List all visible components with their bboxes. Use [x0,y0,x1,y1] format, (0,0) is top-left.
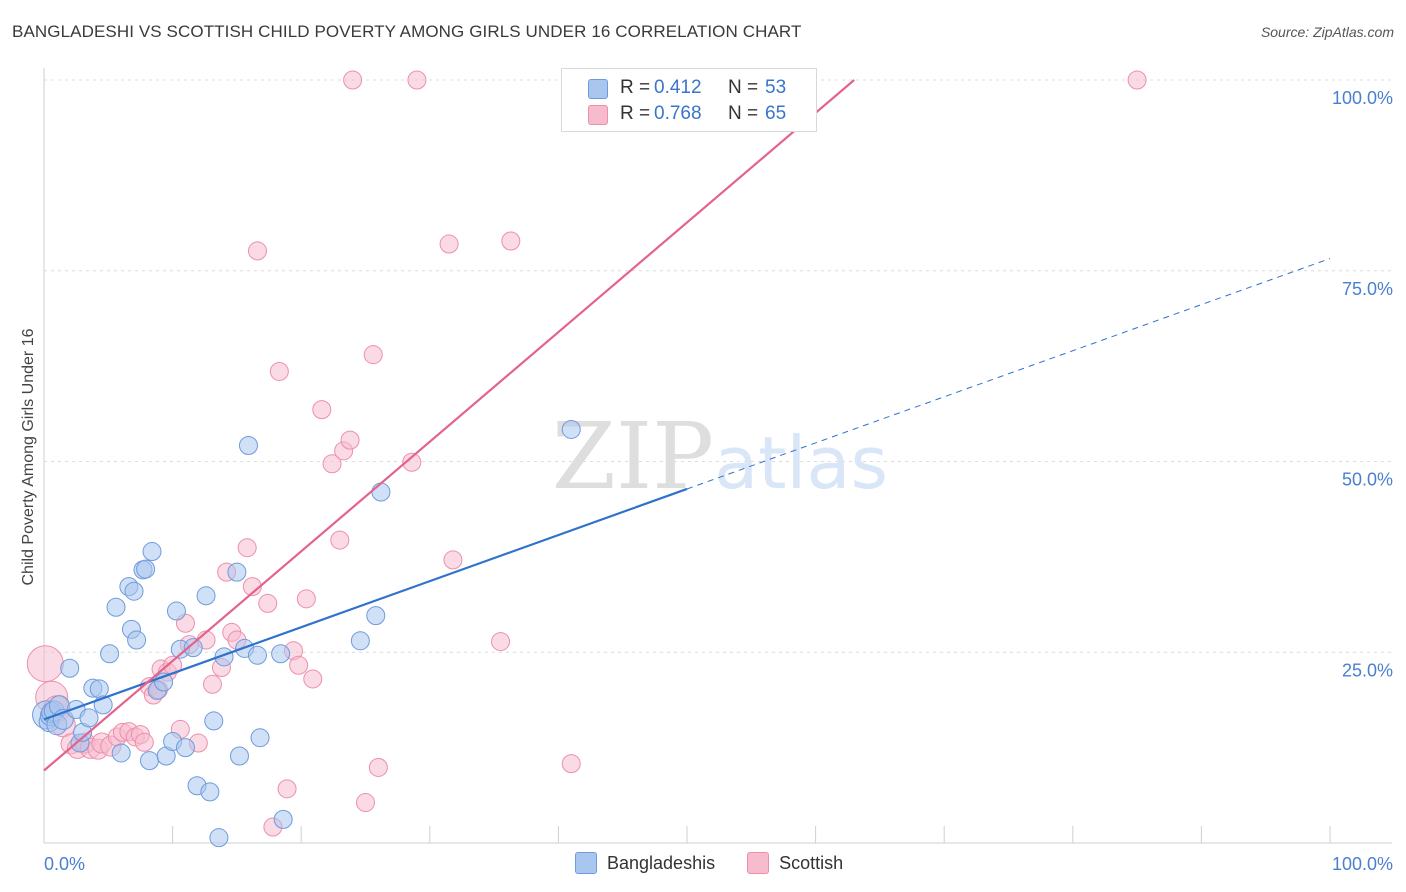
scottish-point [330,530,350,550]
bangladeshi-trend-extension [686,258,1331,490]
scottish-trend-line [43,79,855,772]
bangladeshi-point [124,581,144,601]
bangladeshi-point [204,711,224,731]
scottish-point [443,550,463,570]
legend-row-scottish: R = 0.768 N = 65 [588,102,808,126]
y-tick-label: 50.0% [1342,470,1393,490]
series-legend: Bangladeshis Scottish [575,852,875,874]
y-tick-label: 100.0% [1332,88,1393,108]
scottish-point [322,454,342,474]
scottish-point [237,538,257,558]
scottish-point [368,757,388,777]
bangladeshi-point [200,782,220,802]
legend-label-scottish: Scottish [779,852,844,873]
scottish-point [269,361,289,381]
bangladeshi-point [350,631,370,651]
scottish-point [356,793,375,813]
bangladeshi-point [142,542,162,562]
bangladeshi-point [366,606,386,626]
scottish-point [303,669,323,689]
scottish-point [561,754,581,774]
y-tick-label: 75.0% [1342,279,1393,299]
bangladeshi-point [127,630,147,650]
scottish-point [289,655,309,675]
scottish-point [491,632,511,652]
scottish-point [202,674,222,694]
legend-r-label: R = [620,77,651,98]
scottish-point [134,732,154,752]
bangladeshi-point [166,601,186,621]
bangladeshi-point [89,679,109,699]
scottish-point [402,452,422,472]
scottish-point [439,234,459,254]
bangladeshi-point [227,562,247,582]
bangladeshi-trend-line [43,487,688,721]
correlation-legend: R = 0.412 N = 53 R = 0.768 N = 65 [561,68,817,132]
bangladeshi-point [250,728,270,748]
y-tick-label: 25.0% [1342,660,1393,680]
legend-n-value: 53 [765,77,787,98]
bangladeshi-point [371,482,391,502]
legend-r-value: 0.412 [654,77,702,98]
scottish-point [340,430,360,450]
legend-r-value: 0.768 [654,103,702,124]
watermark: ZIPatlas [552,403,888,510]
bangladeshi-point [136,559,156,579]
scottish-point [363,345,383,365]
source-label: Source: ZipAtlas.com [1260,24,1394,40]
y-tick-labels: 100.0% 75.0% 50.0% 25.0% [1332,88,1393,680]
scottish-point [258,593,278,613]
bangladeshi-point [196,586,216,606]
bangladeshi-point [139,751,159,771]
x-tick-label-min: 0.0% [44,854,85,874]
scottish-point [407,70,427,90]
chart-title: BANGLADESHI VS SCOTTISH CHILD POVERTY AM… [12,22,802,41]
legend-swatch-bangladeshi [588,79,608,99]
bangladeshi-points [32,419,581,848]
legend-r-label: R = [620,103,651,124]
bangladeshi-point [111,743,131,763]
bangladeshi-point [60,658,80,678]
bangladeshi-point [247,645,267,665]
legend-swatch-scottish [747,852,770,874]
scottish-point [26,645,64,683]
legend-swatch-bangladeshis [575,852,597,874]
scottish-point [312,400,332,420]
x-tick-label-max: 100.0% [1332,854,1393,874]
scottish-point [1127,70,1147,90]
scottish-point [296,589,316,609]
bangladeshi-point [238,435,258,455]
legend-item-scottish: Scottish [747,852,843,874]
bangladeshi-point [175,738,195,758]
bangladeshi-point [106,597,126,617]
scottish-point [277,779,297,799]
bangladeshi-point [209,828,229,848]
legend-item-bangladeshis: Bangladeshis [575,852,715,874]
bangladeshi-point [183,638,203,658]
bangladeshi-point [229,746,249,766]
bangladeshi-point [100,644,120,664]
bangladeshi-point [271,644,291,664]
bangladeshi-point [273,809,293,829]
trend-lines [43,79,1331,772]
legend-n-value: 65 [765,103,787,124]
bangladeshi-point [561,419,581,439]
x-ticks [43,826,1331,843]
gridlines [44,79,1392,653]
legend-swatch-scottish [588,105,608,125]
legend-label-bangladeshis: Bangladeshis [607,852,716,873]
scottish-point [501,231,521,251]
bangladeshi-point [79,708,99,728]
legend-n-label: N = [728,103,759,124]
legend-row-bangladeshi: R = 0.412 N = 53 [588,76,808,100]
legend-n-label: N = [728,77,759,98]
scottish-point [343,70,363,90]
scottish-point [247,241,267,261]
